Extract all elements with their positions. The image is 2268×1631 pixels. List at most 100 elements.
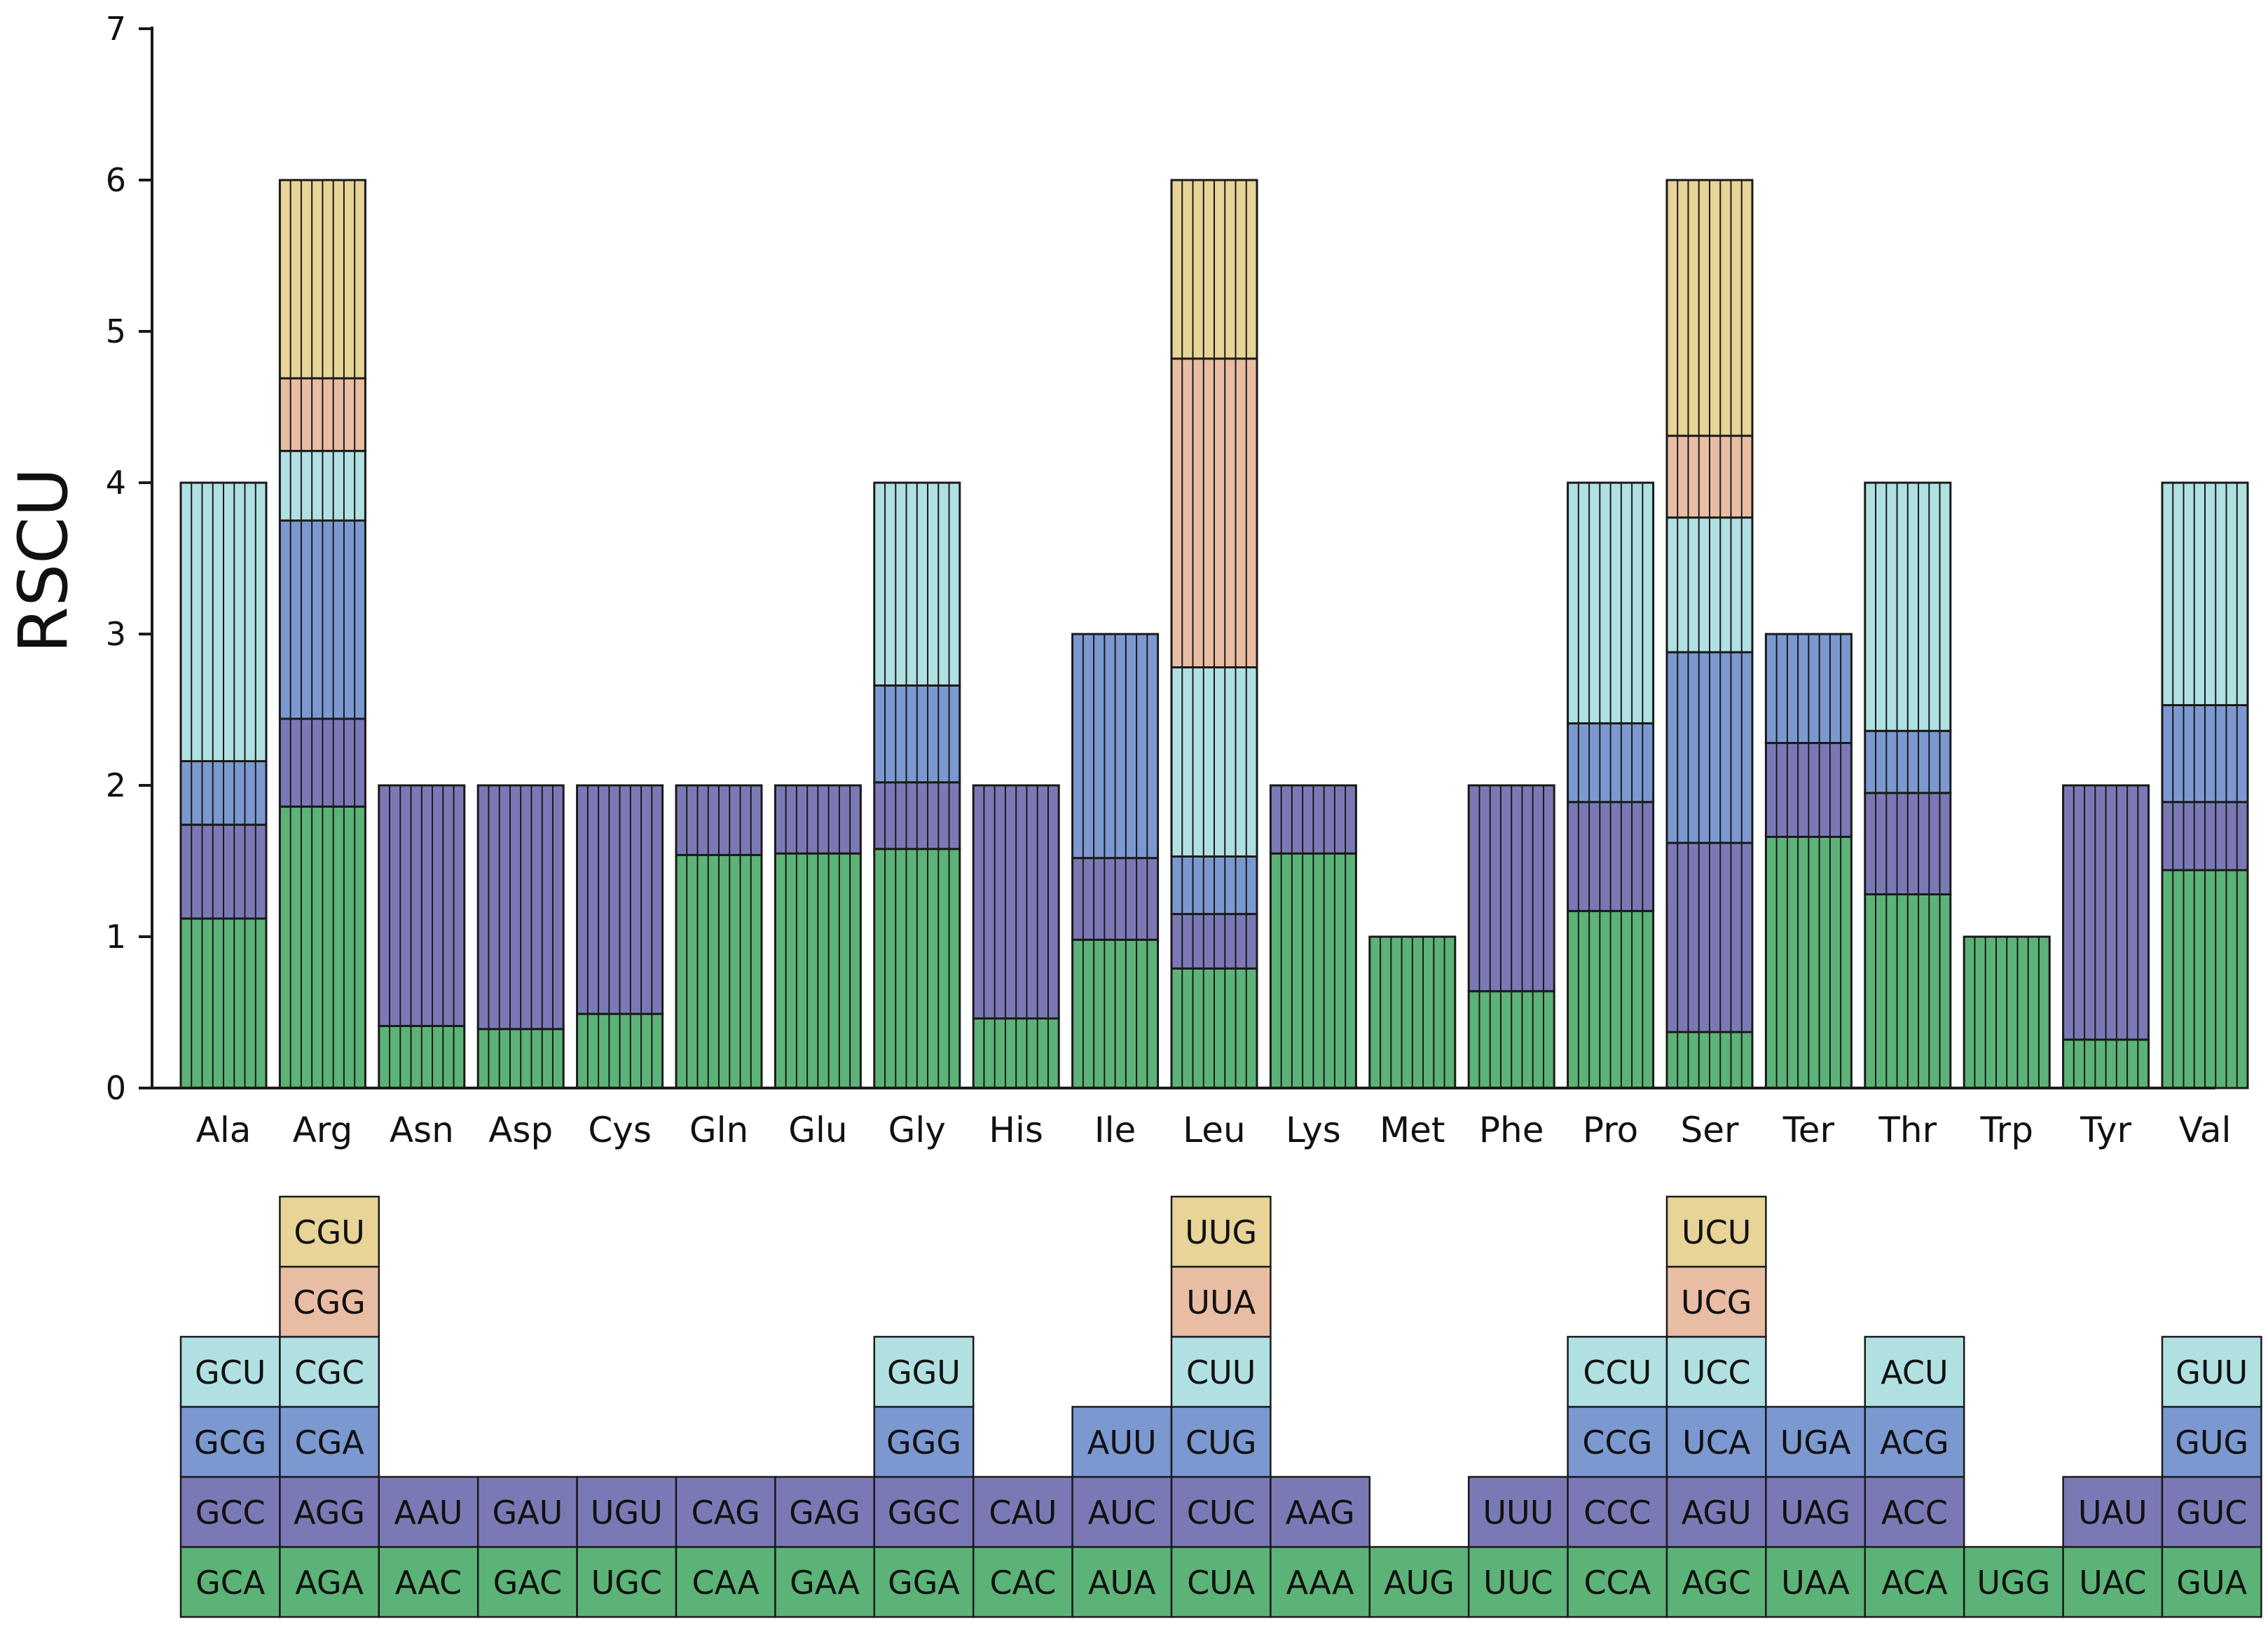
legend-codon-label: ACG	[1880, 1424, 1949, 1461]
y-tick-label-3: 3	[106, 615, 126, 653]
legend-cell-ggu	[873, 1335, 975, 1408]
legend-column-ter: UAA UAG UGA	[1765, 1405, 1867, 1618]
legend-cell-gac	[476, 1546, 578, 1618]
bar-stack-ala: Ala	[179, 481, 268, 1150]
legend-codon-label: GUG	[2175, 1424, 2248, 1461]
legend-cell-ugu	[576, 1475, 678, 1548]
legend-codon-label: UAC	[2079, 1564, 2146, 1602]
x-tick-label-cys: Cys	[588, 1110, 652, 1150]
legend-column-trp: UGG	[1963, 1546, 2064, 1618]
legend-codon-label: AGA	[295, 1564, 364, 1602]
legend-cell-aau	[378, 1475, 479, 1548]
legend-column-phe: UUC UUU	[1467, 1475, 1569, 1618]
legend-cell-aga	[279, 1546, 380, 1618]
legend-codon-label: CAG	[691, 1494, 760, 1532]
legend-cell-gaa	[774, 1546, 876, 1618]
bar-stack-pro: Pro	[1567, 481, 1655, 1150]
y-tick-label-7: 7	[106, 10, 126, 48]
bar-stack-trp: Trp	[1963, 935, 2051, 1150]
legend-codon-label: GGC	[888, 1494, 960, 1532]
legend-codon-label: UUA	[1186, 1284, 1256, 1321]
legend-codon-label: AUG	[1384, 1564, 1455, 1602]
legend-codon-label: CAU	[989, 1494, 1057, 1532]
bar-stack-asp: Asp	[476, 784, 565, 1150]
legend-column-glu: GAA GAG	[774, 1475, 876, 1618]
legend-column-thr: ACA ACC ACG ACU	[1864, 1335, 1965, 1618]
legend-codon-label: GGU	[887, 1354, 961, 1391]
legend-codon-label: UGG	[1977, 1564, 2050, 1602]
legend-column-tyr: UAC UAU	[2062, 1475, 2164, 1618]
x-tick-label-ile: Ile	[1094, 1110, 1136, 1150]
x-tick-label-asp: Asp	[488, 1110, 553, 1150]
y-axis-title: RSCU	[4, 468, 83, 654]
legend-codon-label: CGC	[294, 1354, 364, 1391]
bar-stack-ile: Ile	[1071, 633, 1160, 1150]
bar-stack-met: Met	[1368, 935, 1457, 1150]
x-tick-label-leu: Leu	[1183, 1110, 1245, 1150]
legend-codon-label: UCG	[1681, 1284, 1752, 1321]
legend-codon-label: ACU	[1881, 1354, 1948, 1391]
legend-cell-auc	[1071, 1475, 1173, 1548]
legend-codon-label: UCA	[1682, 1424, 1751, 1461]
legend-cell-ccg	[1567, 1405, 1668, 1478]
legend-codon-label: GUC	[2176, 1494, 2247, 1532]
legend-cell-guu	[2161, 1335, 2262, 1408]
legend-column-his: CAC CAU	[972, 1475, 1073, 1618]
legend-codon-label: UGC	[591, 1564, 662, 1602]
legend-cell-uaa	[1765, 1546, 1867, 1618]
x-tick-label-trp: Trp	[1979, 1110, 2033, 1150]
legend-cell-guc	[2161, 1475, 2262, 1548]
legend-codon-label: CCA	[1583, 1564, 1651, 1602]
legend-codon-label: ACA	[1881, 1564, 1948, 1602]
legend-codon-label: UUU	[1483, 1494, 1553, 1532]
legend-codon-label: UAG	[1780, 1494, 1850, 1532]
bar-stack-gly: Gly	[873, 481, 961, 1150]
y-tick-label-5: 5	[106, 312, 126, 350]
legend-cell-ggg	[873, 1405, 975, 1478]
legend-codon-label: GAU	[493, 1494, 563, 1532]
legend-cell-aua	[1071, 1546, 1173, 1618]
legend-codon-label: CCC	[1583, 1494, 1651, 1532]
legend-column-lys: AAA AAG	[1270, 1475, 1371, 1618]
legend-codon-label: UGU	[591, 1494, 663, 1532]
legend-cell-uuu	[1467, 1475, 1569, 1548]
bar-stack-his: His	[972, 784, 1060, 1150]
legend-cell-cuu	[1170, 1335, 1272, 1408]
x-tick-label-ala: Ala	[196, 1110, 252, 1150]
legend-cell-aag	[1270, 1475, 1371, 1548]
legend-cell-cgu	[279, 1195, 380, 1268]
legend-codon-label: AAC	[395, 1564, 462, 1602]
legend-codon-label: CUU	[1186, 1354, 1256, 1391]
bar-stack-leu: Leu	[1170, 179, 1258, 1150]
legend-column-ala: GCA GCC GCG GCU	[179, 1335, 281, 1618]
y-tick-label-4: 4	[106, 464, 126, 502]
legend-column-cys: UGC UGU	[576, 1475, 678, 1618]
legend-cell-uua	[1170, 1265, 1272, 1338]
legend-cell-aac	[378, 1546, 479, 1618]
bar-stack-cys: Cys	[576, 784, 664, 1150]
legend-cell-gcc	[179, 1475, 281, 1548]
legend-codon-label: AAG	[1286, 1494, 1355, 1532]
legend-column-pro: CCA CCC CCG CCU	[1567, 1335, 1668, 1618]
legend-codon-label: CAC	[989, 1564, 1056, 1602]
legend-codon-label: GUU	[2176, 1354, 2248, 1391]
legend-cell-ucg	[1665, 1265, 1767, 1338]
legend-column-val: GUA GUC GUG GUU	[2161, 1335, 2262, 1618]
legend-cell-ccc	[1567, 1475, 1668, 1548]
legend-cell-uca	[1665, 1405, 1767, 1478]
legend-cell-aca	[1864, 1546, 1965, 1618]
legend-codon-label: AUA	[1088, 1564, 1156, 1602]
legend-cell-acc	[1864, 1475, 1965, 1548]
bar-stack-gln: Gln	[675, 784, 763, 1150]
legend-codon-label: CCU	[1583, 1354, 1651, 1391]
legend-codon-label: AUC	[1088, 1494, 1156, 1532]
x-tick-label-ter: Ter	[1782, 1110, 1835, 1150]
legend-codon-label: CUG	[1185, 1424, 1256, 1461]
x-tick-label-met: Met	[1380, 1110, 1445, 1150]
legend-codon-label: GCG	[194, 1424, 266, 1461]
legend-cell-gua	[2161, 1546, 2262, 1618]
bar-stack-tyr: Tyr	[2062, 784, 2150, 1150]
legend-codon-label: GUA	[2176, 1564, 2247, 1602]
legend-cell-cug	[1170, 1405, 1272, 1478]
